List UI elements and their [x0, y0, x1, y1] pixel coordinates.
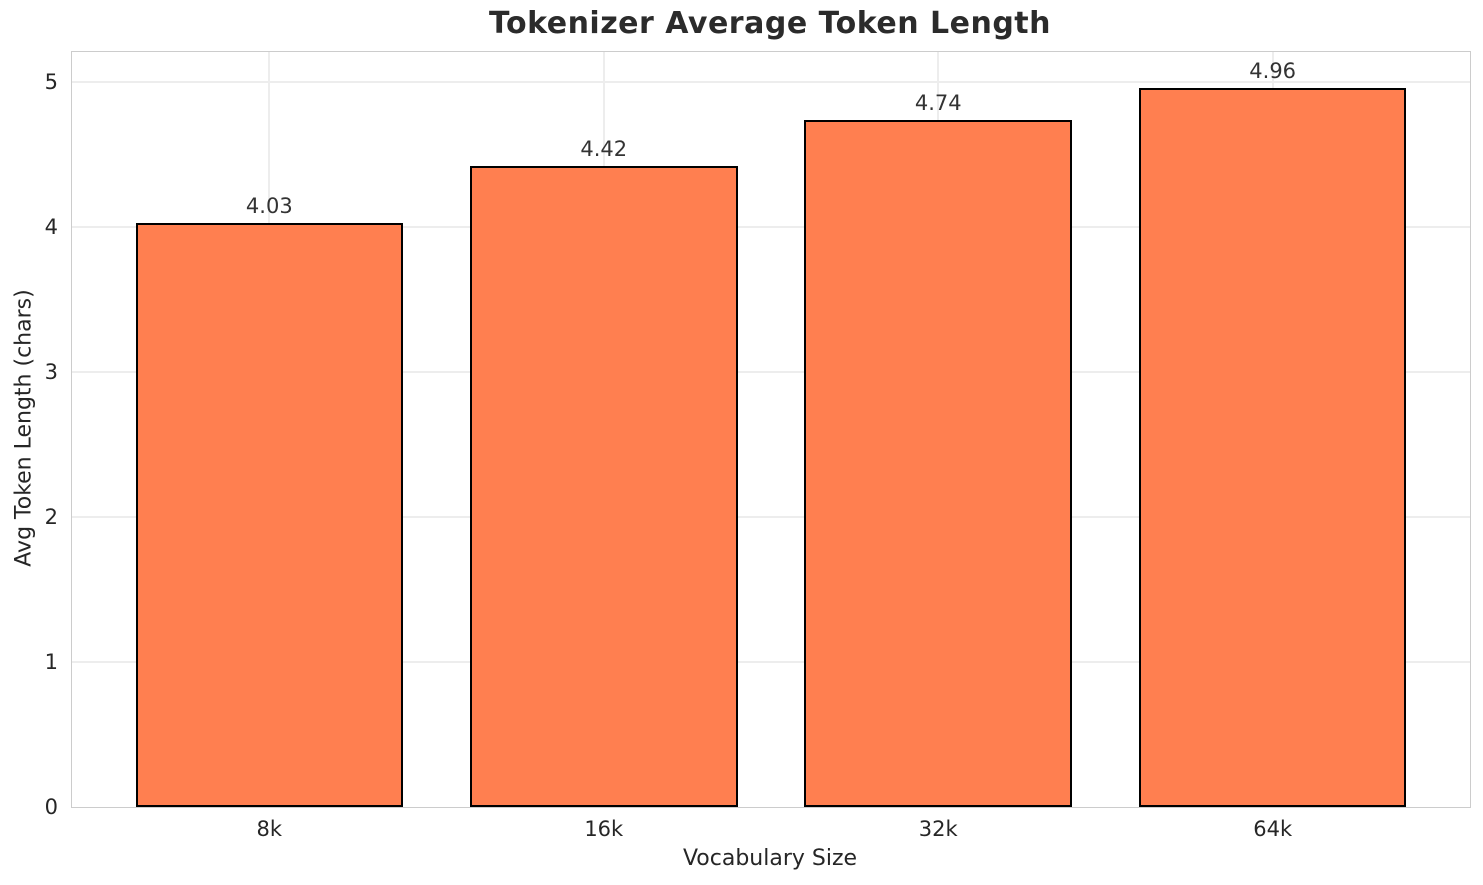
x-axis-label: Vocabulary Size	[682, 846, 858, 871]
y-gridline	[72, 226, 1470, 229]
y-tick-label: 5	[44, 70, 58, 95]
bar-8k	[135, 223, 404, 807]
chart-title: Tokenizer Average Token Length	[488, 6, 1051, 41]
bar-value-label: 4.74	[914, 91, 962, 116]
y-axis-label: Avg Token Length (chars)	[11, 289, 37, 567]
x-tick-label: 8k	[256, 817, 283, 841]
bar-32k	[804, 120, 1072, 807]
y-tick-label: 1	[44, 650, 58, 675]
y-tick-label: 3	[44, 360, 58, 385]
y-tick-label: 0	[44, 795, 58, 819]
bar-16k	[469, 166, 738, 807]
y-gridline	[72, 81, 1470, 84]
y-gridline	[72, 661, 1470, 664]
bar-64k	[1138, 88, 1407, 807]
x-tick-label: 64k	[1253, 817, 1293, 841]
y-gridline	[72, 516, 1470, 519]
bar-value-label: 4.03	[245, 194, 293, 218]
y-tick-label: 2	[44, 505, 58, 530]
plot-area: 0 1 2 3 4 5 4.03 8k 4.42 16k 4.74 32k 4.96 64k	[45, 51, 1471, 841]
x-tick-label: 16k	[584, 817, 624, 841]
bar-value-label: 4.42	[580, 137, 628, 162]
bar-value-label: 4.96	[1249, 59, 1297, 84]
y-gridline	[72, 371, 1470, 374]
x-tick-label: 32k	[918, 817, 958, 841]
y-tick-label: 4	[44, 215, 58, 240]
